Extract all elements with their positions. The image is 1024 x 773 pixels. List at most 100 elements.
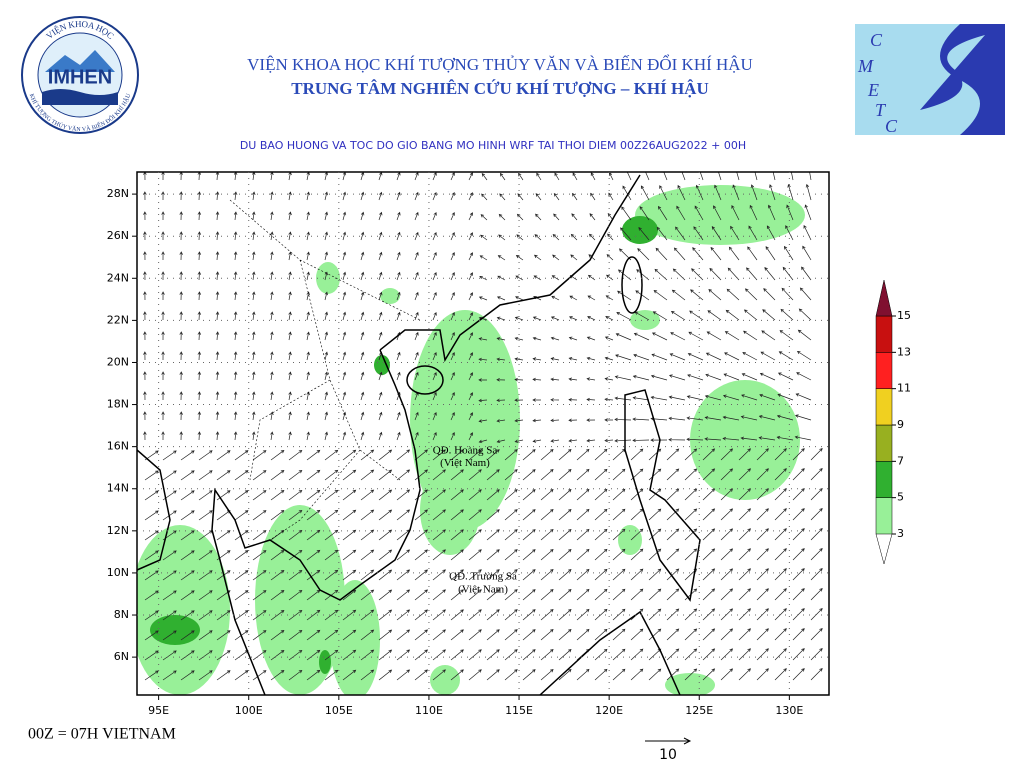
wind-arrow (648, 668, 662, 681)
wind-arrow (558, 628, 572, 641)
wind-arrow (586, 438, 596, 443)
wind-arrow (360, 291, 365, 301)
wind-arrow (324, 331, 329, 341)
wind-arrow (515, 275, 524, 281)
wind-arrow (550, 316, 560, 321)
wind-arrow (396, 629, 411, 641)
wind-arrow (414, 509, 429, 521)
wind-arrow (571, 213, 578, 221)
wind-arrow (270, 331, 274, 341)
wind-arrow (450, 669, 464, 681)
wind-arrow (432, 509, 446, 521)
wind-arrow (794, 435, 812, 441)
wind-arrow (468, 332, 473, 341)
wind-arrow (612, 608, 626, 621)
wind-arrow (792, 668, 805, 681)
wind-arrow (360, 569, 375, 581)
wind-arrow (720, 588, 734, 601)
wind-arrow (774, 628, 787, 641)
wind-arrow (360, 251, 365, 261)
wind-arrow (215, 311, 220, 321)
wind-arrow (702, 628, 716, 641)
map-frame (136, 171, 830, 696)
wind-arrow (774, 648, 787, 661)
wind-arrow (450, 469, 464, 481)
wind-arrow (684, 608, 698, 621)
wind-arrow (648, 588, 662, 601)
wind-arrow (396, 271, 401, 281)
wind-arrow (270, 670, 285, 681)
wind-arrow (396, 569, 411, 581)
wind-arrow (604, 438, 614, 443)
wind-arrow (306, 331, 310, 341)
wind-arrow (306, 191, 310, 201)
wind-arrow (198, 450, 213, 461)
wind-arrow (215, 231, 220, 241)
map-title: DU BAO HUONG VA TOC DO GIO BANG MO HINH … (240, 139, 746, 152)
wind-arrow (630, 528, 644, 541)
wind-arrow (144, 590, 159, 601)
wind-arrow (216, 670, 231, 681)
wind-arrow (378, 449, 393, 461)
wind-arrow (553, 192, 560, 201)
wind-arrow (576, 548, 590, 561)
wind-arrow (432, 449, 446, 461)
wind-arrow (653, 290, 668, 301)
wind-arrow (432, 371, 437, 381)
wind-arrow (516, 234, 524, 241)
wind-arrow (552, 234, 560, 241)
wind-arrow (414, 331, 419, 341)
wind-arrow (758, 415, 776, 421)
wind-arrow (324, 569, 339, 581)
wind-arrow (532, 377, 542, 382)
wind-arrow (143, 331, 147, 341)
wind-arrow (632, 438, 650, 443)
wind-arrow (378, 251, 383, 261)
wind-arrow (288, 231, 292, 241)
wind-arrow (738, 588, 751, 601)
wind-arrow (180, 510, 195, 521)
wind-arrow (396, 489, 411, 501)
wind-arrow (639, 206, 650, 221)
wind-arrow (324, 649, 339, 661)
wind-arrow (270, 590, 285, 601)
wind-arrow (180, 490, 195, 501)
wind-arrow (378, 609, 393, 621)
wind-arrow (198, 470, 213, 481)
wind-arrow (288, 411, 292, 421)
wind-arrow (378, 509, 393, 521)
wind-arrow (710, 246, 722, 261)
wind-arrow (522, 609, 536, 621)
wind-arrow (677, 184, 686, 201)
wind-arrow (702, 648, 716, 661)
wind-arrow (756, 668, 769, 681)
wind-arrow (792, 608, 805, 621)
wind-arrow (450, 629, 464, 641)
wind-arrow (161, 291, 165, 301)
wind-arrow (594, 488, 608, 501)
wind-arrow (378, 629, 393, 641)
wind-arrow (414, 351, 419, 361)
wind-arrow (480, 214, 488, 221)
wind-arrow (714, 184, 722, 201)
wind-arrow (180, 570, 195, 581)
wind-arrow (234, 610, 249, 621)
wind-arrow (432, 291, 437, 301)
wind-arrow (432, 669, 446, 681)
wind-arrow (378, 411, 383, 421)
wind-arrow (342, 271, 347, 281)
wind-arrow (497, 255, 506, 261)
wind-arrow (288, 469, 303, 481)
wind-arrow (569, 316, 578, 321)
wind-arrow (288, 669, 303, 681)
wind-arrow (586, 377, 596, 381)
wind-arrow (179, 431, 183, 441)
wind-arrow (432, 431, 437, 441)
wind-arrow (802, 245, 812, 261)
wind-arrow (180, 470, 195, 481)
wind-arrow (252, 251, 256, 261)
wind-arrow (252, 411, 256, 421)
wind-arrow (450, 332, 455, 341)
cmetc-logo (855, 24, 1005, 135)
wind-arrow (666, 668, 680, 681)
